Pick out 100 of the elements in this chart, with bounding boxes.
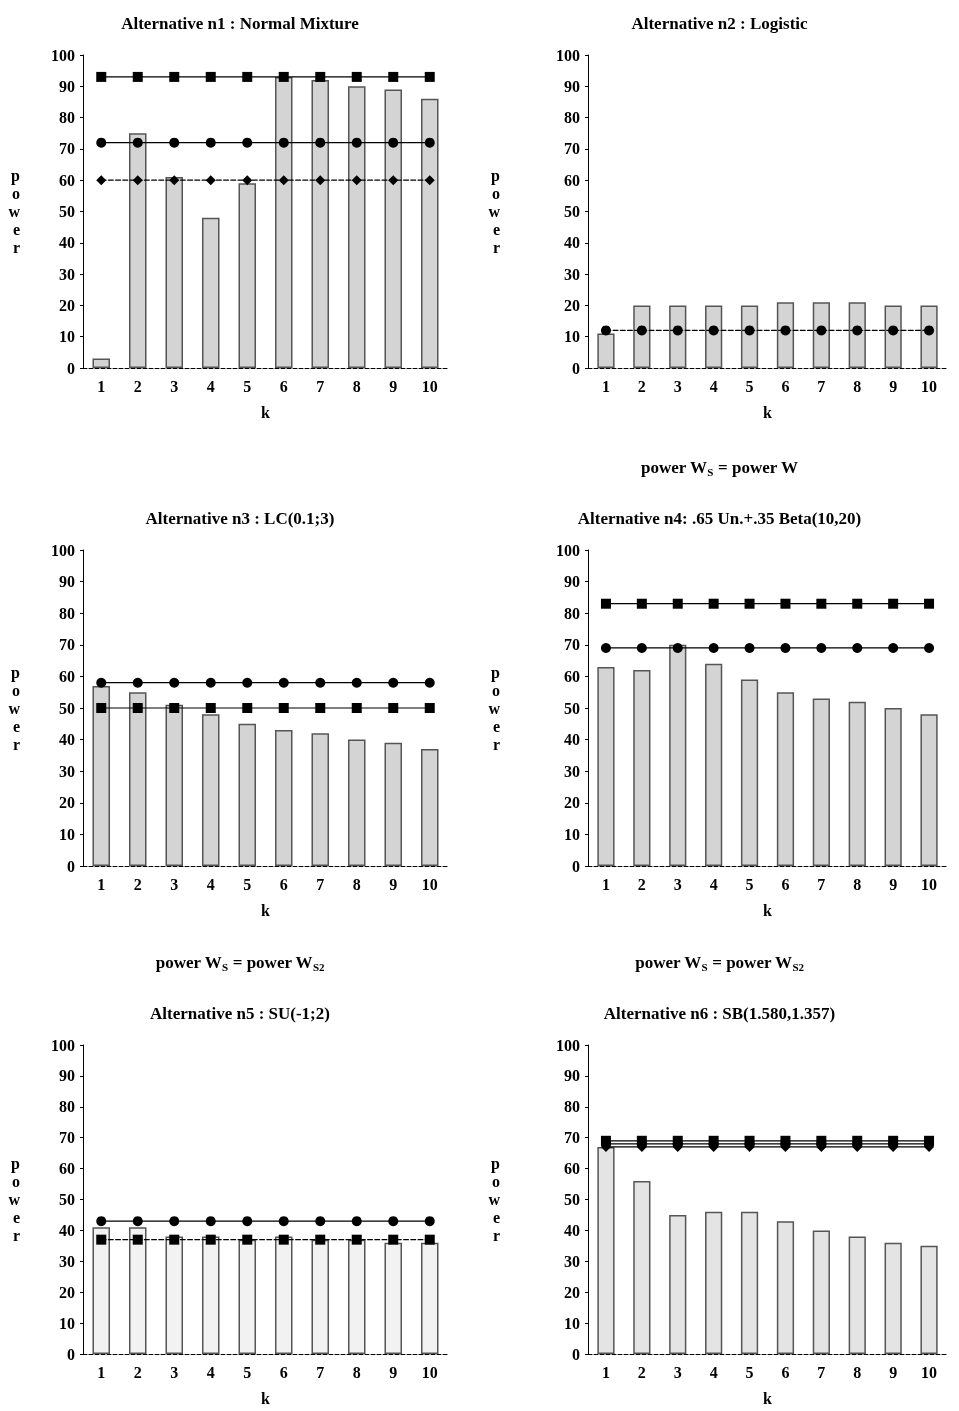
- bar: [347, 739, 366, 866]
- x-tick-label: 7: [817, 377, 826, 395]
- bar: [812, 698, 830, 866]
- y-tick-label: 50: [564, 699, 580, 717]
- y-tick-label: 100: [556, 541, 580, 559]
- x-tick-label: 10: [421, 1363, 438, 1381]
- bar: [740, 679, 759, 866]
- x-axis-title: k: [763, 403, 773, 421]
- y-tick-label: 80: [59, 1098, 75, 1116]
- point: [132, 137, 143, 148]
- y-tick-label: 90: [564, 77, 580, 95]
- y-tick-label: 20: [564, 296, 580, 314]
- point: [424, 175, 435, 186]
- x-tick-label: 7: [817, 875, 826, 893]
- bar: [776, 1221, 795, 1354]
- y-axis-title: power: [488, 1155, 501, 1244]
- x-tick-label: 3: [170, 1363, 179, 1381]
- y-tick-label: 20: [59, 1283, 75, 1301]
- x-tick-label: 8: [853, 875, 862, 893]
- y-tick-label: 60: [564, 667, 580, 685]
- x-tick-label: 1: [97, 875, 106, 893]
- y-tick-label: 60: [564, 1160, 580, 1178]
- chart-title: Alternative n1 : Normal Mixture: [121, 14, 360, 33]
- point: [242, 137, 253, 148]
- x-tick-label: 8: [352, 875, 361, 893]
- y-tick-label: 100: [556, 1036, 580, 1054]
- y-tick-label: 100: [51, 1036, 75, 1054]
- x-tick-label: 8: [352, 1363, 361, 1381]
- bar: [92, 685, 111, 866]
- x-tick-label: 2: [133, 1363, 142, 1381]
- point: [242, 71, 253, 82]
- x-tick-label: 4: [206, 875, 215, 893]
- chart-title: Alternative n2 : Logistic: [631, 14, 809, 33]
- point: [424, 137, 435, 148]
- bar: [597, 666, 615, 866]
- x-tick-label: 9: [389, 1363, 398, 1381]
- point: [96, 71, 107, 82]
- point: [96, 175, 107, 186]
- x-tick-label: 4: [206, 1363, 215, 1381]
- y-tick-label: 30: [564, 762, 580, 780]
- x-tick-label: 5: [243, 875, 252, 893]
- x-axis-title: k: [261, 403, 271, 421]
- point: [388, 175, 399, 186]
- point: [351, 175, 362, 186]
- y-tick-label: 70: [59, 636, 75, 654]
- x-tick-label: 10: [921, 1363, 938, 1381]
- bar: [597, 1146, 615, 1354]
- bar: [920, 305, 938, 368]
- bar: [740, 1211, 759, 1354]
- x-tick-label: 10: [421, 875, 438, 893]
- bar: [165, 704, 184, 866]
- y-tick-label: 70: [564, 140, 580, 158]
- bar: [238, 183, 257, 368]
- y-tick-label: 40: [59, 1221, 75, 1239]
- y-tick-label: 50: [59, 1191, 75, 1208]
- x-tick-label: 2: [637, 875, 646, 893]
- y-tick-label: 80: [564, 1098, 580, 1116]
- bar: [848, 701, 866, 866]
- y-tick-label: 50: [59, 699, 75, 717]
- bar: [848, 1236, 866, 1354]
- point: [351, 137, 362, 148]
- bar: [705, 663, 723, 866]
- y-tick-label: 30: [59, 1252, 75, 1270]
- y-tick-label: 0: [572, 359, 580, 377]
- x-tick-label: 4: [709, 875, 718, 893]
- y-tick-label: 50: [564, 203, 580, 220]
- x-tick-label: 3: [673, 377, 682, 395]
- x-tick-label: 1: [601, 1363, 610, 1381]
- x-tick-label: 8: [352, 377, 361, 395]
- bar: [740, 305, 759, 368]
- x-tick-label: 5: [745, 875, 754, 893]
- x-tick-label: 2: [133, 875, 142, 893]
- y-tick-label: 80: [59, 604, 75, 622]
- y-tick-label: 40: [564, 234, 580, 252]
- bar: [812, 302, 830, 368]
- y-tick-label: 40: [564, 731, 580, 749]
- point: [315, 71, 326, 82]
- x-tick-label: 9: [389, 875, 398, 893]
- bar: [274, 76, 293, 368]
- y-axis-title: power: [488, 167, 501, 256]
- bar: [884, 1242, 902, 1354]
- bar: [812, 1230, 830, 1354]
- point: [424, 71, 435, 82]
- point: [169, 175, 180, 186]
- y-tick-label: 30: [59, 762, 75, 780]
- y-tick-label: 20: [564, 1283, 580, 1301]
- y-tick-label: 30: [564, 265, 580, 283]
- point: [205, 71, 216, 82]
- point: [388, 137, 399, 148]
- x-tick-label: 1: [97, 377, 106, 395]
- bar: [848, 302, 866, 368]
- y-tick-label: 20: [59, 794, 75, 812]
- y-tick-label: 60: [59, 171, 75, 189]
- y-tick-label: 50: [59, 203, 75, 220]
- bar: [311, 80, 330, 368]
- x-tick-label: 8: [853, 1363, 862, 1381]
- bar: [669, 1214, 687, 1354]
- x-tick-label: 3: [170, 377, 179, 395]
- bar: [274, 730, 293, 866]
- y-tick-label: 100: [51, 541, 75, 559]
